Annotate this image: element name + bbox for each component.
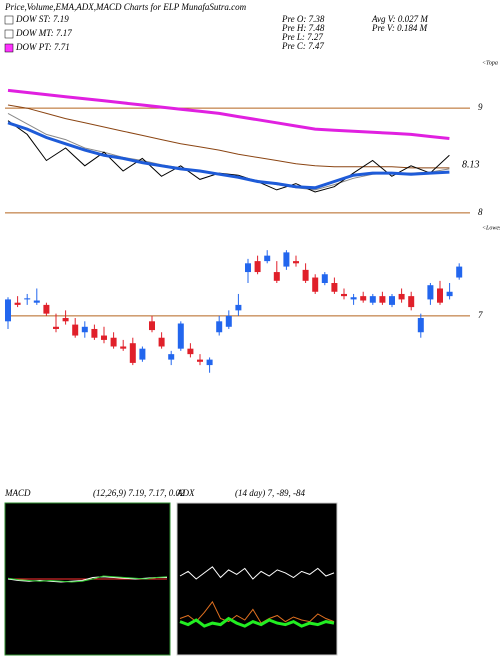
candle-body (187, 348, 194, 355)
panel-background (5, 225, 470, 480)
candle-body (293, 261, 299, 264)
candle-body (264, 255, 271, 262)
candle-body (206, 359, 213, 366)
chart-title: Price,Volume,EMA,ADX,MACD Charts for ELP… (4, 2, 247, 12)
candle-body (24, 298, 31, 300)
candle-body (245, 263, 251, 273)
candle-body (437, 288, 443, 303)
candle-body (341, 293, 347, 297)
legend-swatch (4, 43, 14, 53)
candle-body (43, 304, 50, 314)
candle-body (225, 315, 232, 327)
candle-body (379, 296, 386, 303)
candle-body (302, 269, 309, 281)
side-label: <Topa (482, 60, 498, 66)
series-line (179, 566, 335, 580)
panel-background (5, 60, 470, 215)
panel-title: ADX (176, 488, 195, 498)
panel-subtitle: (14 day) 7, -89, -84 (235, 488, 305, 498)
candle-body (62, 318, 69, 322)
y-tick-label: 9 (478, 102, 483, 112)
candle-body (350, 297, 357, 300)
candle-body (5, 299, 11, 322)
series-line (7, 121, 450, 190)
candle-body (158, 337, 165, 347)
y-tick-label: 8 (478, 207, 483, 217)
candle-body (149, 321, 155, 331)
candle-body (129, 343, 136, 363)
candle-body (120, 346, 127, 349)
candle-body (216, 321, 223, 333)
candle-body (81, 326, 88, 333)
candle-body (408, 296, 415, 308)
candle-body (456, 266, 463, 278)
series-line (179, 616, 335, 628)
panel-background (176, 502, 338, 656)
candle-body (177, 323, 184, 349)
candle-body (427, 285, 434, 300)
candle-body (389, 296, 395, 305)
series-line (7, 104, 450, 169)
info-text: Pre H: 7.48 (281, 23, 325, 33)
panel-subtitle: (12,26,9) 7.19, 7.17, 0.02 (93, 488, 185, 498)
info-text: Pre C: 7.47 (281, 41, 324, 51)
legend-label: DOW ST: 7.19 (15, 14, 69, 24)
candle-body (72, 324, 79, 336)
series-line (7, 88, 450, 140)
candle-body (14, 302, 21, 305)
candle-body (254, 261, 261, 273)
series-line (7, 575, 168, 583)
candle-body (53, 326, 59, 329)
candle-body (369, 296, 376, 303)
candle-body (101, 335, 107, 340)
legend-swatch (4, 29, 14, 39)
candle-body (331, 283, 338, 292)
price-annotation: 8.13 (462, 159, 480, 170)
info-text: Pre O: 7.38 (281, 14, 325, 24)
info-text: Pre V: 0.184 M (371, 23, 428, 33)
series-line (179, 600, 335, 624)
candle-body (110, 337, 117, 347)
legend-swatch (4, 15, 14, 25)
series-line (7, 120, 450, 193)
candle-body (446, 291, 453, 297)
legend-label: DOW MT: 7.17 (15, 28, 72, 38)
candle-body (33, 300, 40, 303)
candle-body (312, 277, 319, 292)
candle-body (360, 296, 367, 301)
candle-body (398, 293, 405, 300)
panel-title: MACD (4, 488, 31, 498)
candle-body (235, 304, 242, 311)
candle-body (91, 328, 98, 338)
candle-body (283, 252, 290, 267)
info-text: Pre L: 7.27 (281, 32, 323, 42)
legend-label: DOW PT: 7.71 (15, 42, 70, 52)
side-label: <Lowes (482, 225, 500, 231)
info-text: Avg V: 0.027 M (371, 14, 428, 24)
candle-body (321, 274, 328, 284)
candle-body (273, 272, 280, 281)
candle-body (139, 348, 146, 360)
candle-body (168, 354, 175, 360)
candle-body (417, 318, 424, 333)
y-tick-label: 7 (478, 310, 483, 320)
candle-body (197, 359, 203, 362)
